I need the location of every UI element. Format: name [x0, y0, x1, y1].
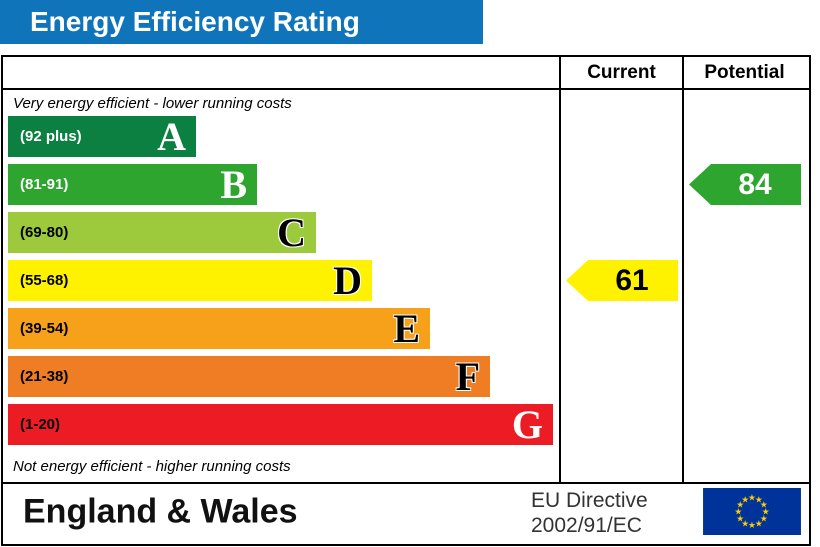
band-range-label: (92 plus): [20, 128, 82, 145]
current-column-header: Current: [559, 57, 682, 88]
svg-text:★: ★: [748, 494, 756, 504]
svg-text:★: ★: [762, 507, 770, 517]
svg-text:★: ★: [736, 501, 744, 511]
svg-text:★: ★: [760, 514, 768, 524]
svg-text:★: ★: [760, 501, 768, 511]
svg-text:★: ★: [755, 519, 763, 529]
region-label: England & Wales: [23, 492, 298, 531]
band-A: (92 plus) A: [8, 116, 196, 157]
band-range-label: (69-80): [20, 224, 69, 241]
table-body-row: Very energy efficient - lower running co…: [3, 90, 809, 484]
svg-text:★: ★: [741, 519, 749, 529]
band-letter: E: [393, 306, 420, 351]
svg-text:★: ★: [741, 496, 749, 506]
footer: England & Wales EU Directive 2002/91/EC …: [3, 484, 809, 540]
band-letter: D: [333, 258, 362, 303]
band-letter: B: [220, 162, 247, 207]
band-letter: G: [511, 402, 543, 447]
svg-text:★: ★: [748, 521, 756, 531]
svg-text:★: ★: [755, 496, 763, 506]
band-F: (21-38) F: [8, 356, 490, 397]
svg-text:★: ★: [736, 514, 744, 524]
bands-area: Very energy efficient - lower running co…: [3, 90, 559, 482]
current-column: 61: [559, 90, 682, 482]
band-range-label: (39-54): [20, 320, 69, 337]
band-range-label: (81-91): [20, 176, 69, 193]
eu-directive-line1: EU Directive: [531, 489, 648, 512]
potential-rating-pointer: 84: [689, 164, 801, 205]
svg-text:★: ★: [734, 507, 742, 517]
efficient-note: Very energy efficient - lower running co…: [13, 95, 292, 112]
chart-header-cell: [3, 57, 559, 88]
band-D: (55-68) D: [8, 260, 372, 301]
eu-directive-line2: 2002/91/EC: [531, 514, 642, 537]
eu-directive-label: EU Directive 2002/91/EC: [531, 488, 648, 538]
page-title: Energy Efficiency Rating: [0, 0, 483, 44]
rating-bands: (92 plus) A (81-91) B (69-80) C (55-68) D (39-54…: [8, 116, 559, 452]
rating-table: Current Potential Very energy efficient …: [1, 55, 811, 546]
band-letter: C: [277, 210, 306, 255]
band-range-label: (21-38): [20, 368, 69, 385]
potential-column: 84: [682, 90, 805, 482]
potential-column-header: Potential: [682, 57, 805, 88]
band-C: (69-80) C: [8, 212, 316, 253]
eu-flag-icon: ★ ★ ★ ★ ★ ★ ★ ★ ★ ★ ★ ★: [703, 488, 801, 535]
band-E: (39-54) E: [8, 308, 430, 349]
band-B: (81-91) B: [8, 164, 257, 205]
band-letter: F: [455, 354, 480, 399]
band-letter: A: [157, 114, 186, 159]
band-G: (1-20) G: [8, 404, 553, 445]
inefficient-note: Not energy efficient - higher running co…: [13, 458, 291, 475]
band-range-label: (55-68): [20, 272, 69, 289]
current-rating-pointer: 61: [566, 260, 678, 301]
band-range-label: (1-20): [20, 416, 61, 433]
table-header-row: Current Potential: [3, 57, 809, 90]
